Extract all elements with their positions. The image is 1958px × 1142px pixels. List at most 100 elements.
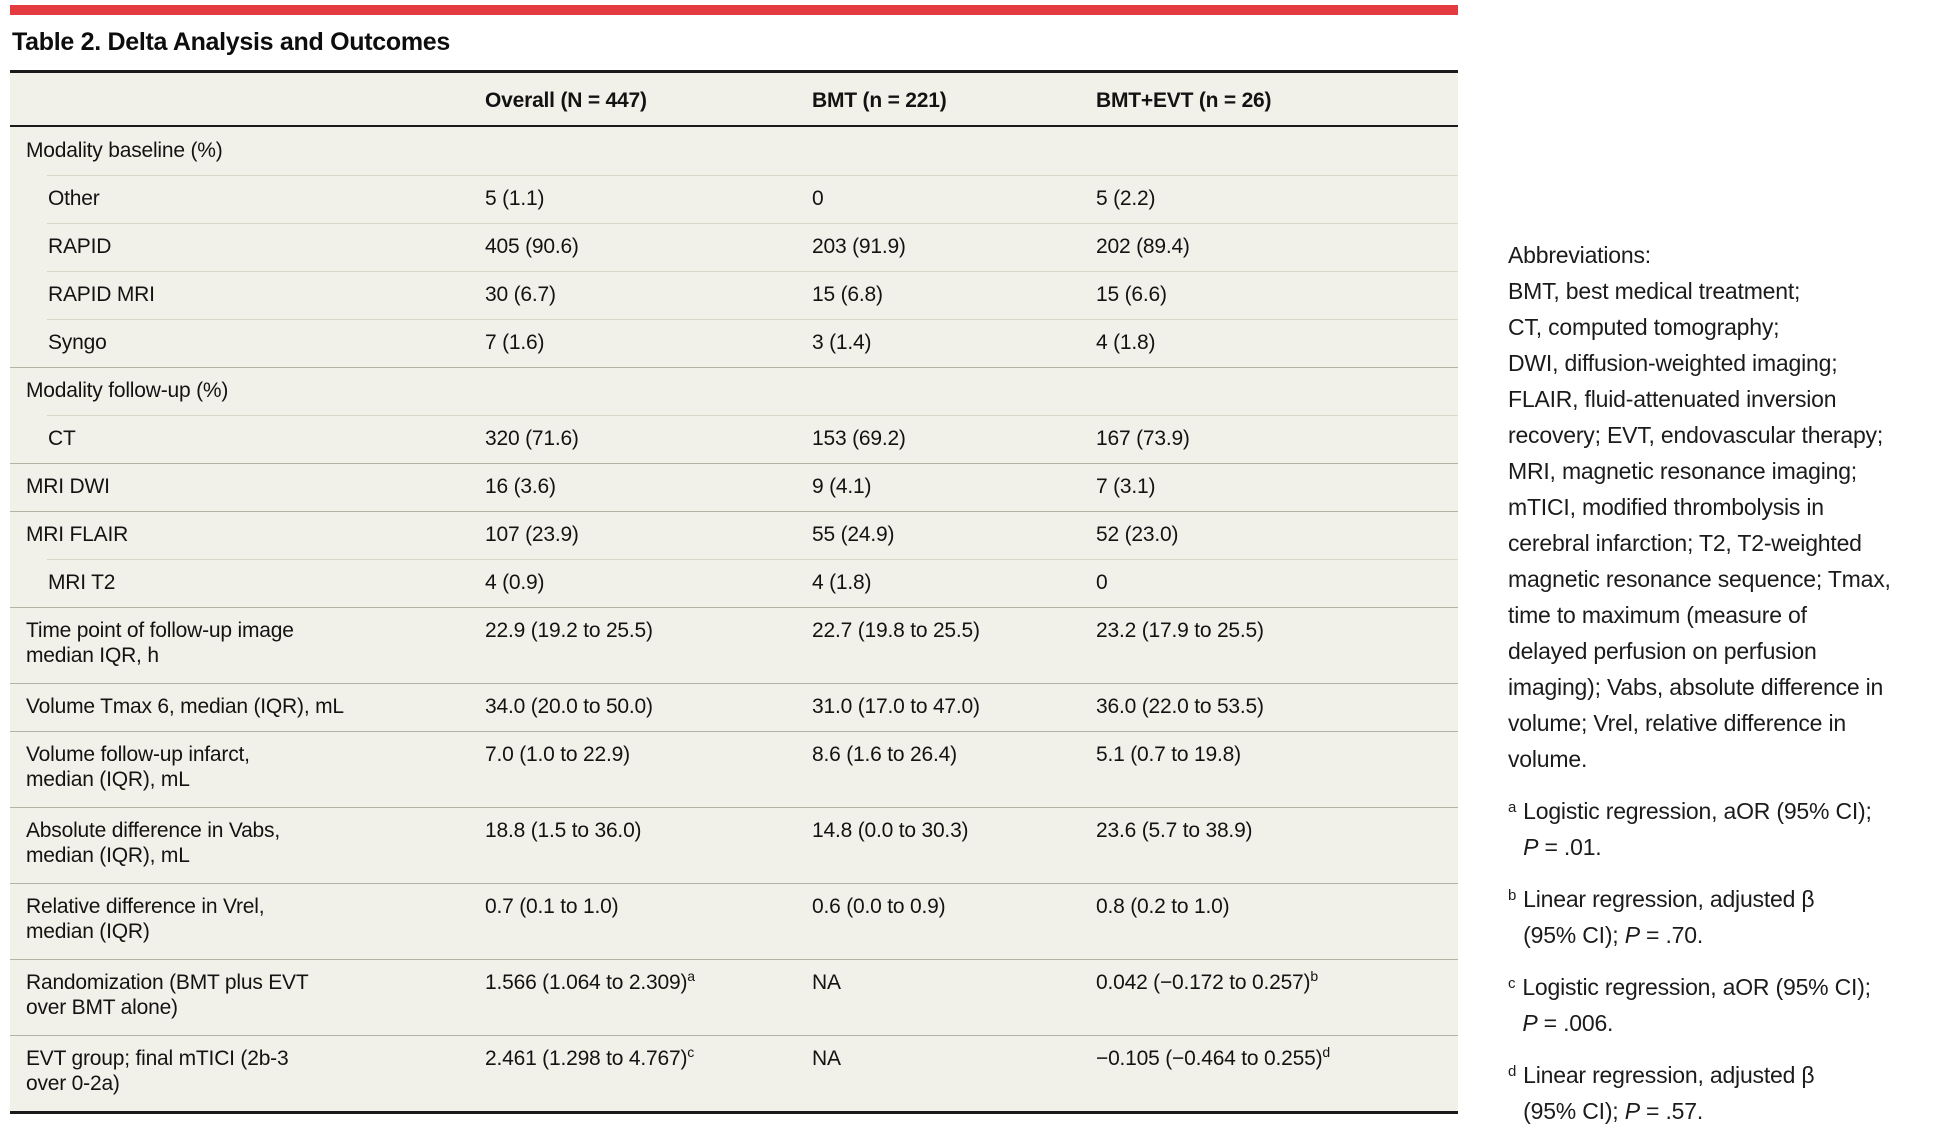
cell-value: 0.8 (0.2 to 1.0) (1096, 895, 1230, 918)
table-row: Time point of follow-up image median IQR… (10, 607, 1458, 683)
footnote-marker: d (1508, 1063, 1517, 1080)
cell-value: 4 (1.8) (812, 571, 872, 594)
cell-value: 7.0 (1.0 to 22.9) (485, 743, 630, 766)
row-label: Modality baseline (%) (26, 139, 223, 162)
table-row: MRI T2 4 (0.9) 4 (1.8) 0 (10, 559, 1458, 607)
cell-value: 405 (90.6) (485, 235, 579, 258)
row-separator (10, 607, 1458, 608)
cell-value: 14.8 (0.0 to 30.3) (812, 819, 969, 842)
cell-value: 7 (3.1) (1096, 475, 1156, 498)
footnote-text: Logistic regression, aOR (95% CI); P = .0… (1522, 974, 1871, 1036)
cell-value: 7 (1.6) (485, 331, 545, 354)
row-separator (47, 319, 1458, 320)
table-row: Other 5 (1.1) 0 5 (2.2) (10, 175, 1458, 223)
footnote-marker: b (1508, 887, 1517, 904)
footnote-marker: c (1508, 975, 1516, 992)
row-separator (47, 559, 1458, 560)
table-title: Table 2. Delta Analysis and Outcomes (12, 28, 450, 56)
cell-value (812, 378, 1096, 403)
cell-value: 15 (6.6) (1096, 283, 1167, 306)
cell-value (1096, 378, 1458, 403)
row-label: Randomization (BMT plus EVT over BMT alo… (26, 971, 309, 1019)
cell-value: NA (812, 1047, 841, 1070)
abbreviation-line: recovery; EVT, endovascular therapy; (1508, 422, 1884, 448)
abbreviation-line: magnetic resonance sequence; Tmax, (1508, 566, 1891, 592)
table-accent-bar (10, 5, 1458, 15)
footnote: b Linear regression, adjusted β (95% CI); … (1508, 881, 1958, 953)
cell-value: 1.566 (1.064 to 2.309)a (485, 968, 695, 994)
cell-value: 107 (23.9) (485, 523, 579, 546)
table-row: Absolute difference in Vabs, median (IQR… (10, 807, 1458, 883)
cell-value: 0.042 (−0.172 to 0.257)b (1096, 968, 1318, 994)
cell-value: 0 (1096, 571, 1108, 594)
cell-value: 9 (4.1) (812, 475, 872, 498)
abbreviation-line: volume. (1508, 746, 1588, 772)
cell-value: 203 (91.9) (812, 235, 906, 258)
abbreviations: Abbreviations: BMT, best medical treatmen… (1508, 237, 1958, 777)
abbreviation-line: mTICI, modified thrombolysis in (1508, 494, 1824, 520)
table-row: Relative difference in Vrel, median (IQR… (10, 883, 1458, 959)
abbreviation-line: BMT, best medical treatment; (1508, 278, 1801, 304)
row-separator (47, 415, 1458, 416)
cell-value: 30 (6.7) (485, 283, 556, 306)
row-label: CT (48, 427, 76, 450)
cell-value: 55 (24.9) (812, 523, 895, 546)
cell-value: 36.0 (22.0 to 53.5) (1096, 695, 1264, 718)
abbreviation-line: FLAIR, fluid-attenuated inversion (1508, 386, 1837, 412)
cell-value: 5 (1.1) (485, 187, 545, 210)
row-label: Other (48, 187, 100, 210)
cell-value: −0.105 (−0.464 to 0.255)d (1096, 1044, 1330, 1070)
cell-value: 23.2 (17.9 to 25.5) (1096, 619, 1264, 642)
row-separator (10, 883, 1458, 884)
footnote: d Linear regression, adjusted β (95% CI); … (1508, 1057, 1958, 1129)
row-label: Time point of follow-up image median IQR… (26, 619, 294, 667)
row-separator (10, 731, 1458, 732)
row-label: RAPID (48, 235, 112, 258)
cell-value: 167 (73.9) (1096, 427, 1190, 450)
abbreviation-line: DWI, diffusion-weighted imaging; (1508, 350, 1838, 376)
abbreviation-line: Abbreviations: (1508, 242, 1651, 268)
cell-value: NA (812, 971, 841, 994)
cell-value: 0.7 (0.1 to 1.0) (485, 895, 619, 918)
table-row: Syngo 7 (1.6) 3 (1.4) 4 (1.8) (10, 319, 1458, 367)
abbreviation-line: time to maximum (measure of (1508, 602, 1807, 628)
cell-value: 5 (2.2) (1096, 187, 1156, 210)
row-separator (10, 683, 1458, 684)
cell-value (485, 378, 812, 403)
footnote-marker: a (1508, 799, 1517, 816)
cell-value: 3 (1.4) (812, 331, 872, 354)
row-separator (10, 367, 1458, 368)
abbreviation-line: delayed perfusion on perfusion (1508, 638, 1817, 664)
cell-value: 8.6 (1.6 to 26.4) (812, 743, 957, 766)
row-label: MRI FLAIR (26, 523, 129, 546)
table-figure: Table 2. Delta Analysis and Outcomes Ove… (10, 5, 1458, 1114)
row-label: Syngo (48, 331, 107, 354)
row-label: MRI T2 (48, 571, 116, 594)
cell-value: 18.8 (1.5 to 36.0) (485, 819, 642, 842)
abbreviation-line: CT, computed tomography; (1508, 314, 1780, 340)
table-row: EVT group; final mTICI (2b-3 over 0-2a) 2… (10, 1035, 1458, 1111)
abbreviation-line: cerebral infarction; T2, T2-weighted (1508, 530, 1862, 556)
cell-value: 22.9 (19.2 to 25.5) (485, 619, 653, 642)
column-header-overall: Overall (N = 447) (485, 89, 647, 112)
table-row: CT 320 (71.6) 153 (69.2) 167 (73.9) (10, 415, 1458, 463)
data-table: Overall (N = 447) BMT (n = 221) BMT+EVT … (10, 70, 1458, 1114)
table-row: RAPID MRI 30 (6.7) 15 (6.8) 15 (6.6) (10, 271, 1458, 319)
cell-value: 16 (3.6) (485, 475, 556, 498)
table-row: MRI DWI 16 (3.6) 9 (4.1) 7 (3.1) (10, 463, 1458, 511)
column-header-empty (10, 89, 485, 113)
cell-value: 2.461 (1.298 to 4.767)c (485, 1044, 695, 1070)
cell-value (485, 138, 812, 163)
cell-value: 202 (89.4) (1096, 235, 1190, 258)
table-header-row: Overall (N = 447) BMT (n = 221) BMT+EVT … (10, 73, 1458, 127)
row-label: RAPID MRI (48, 283, 155, 306)
row-separator (10, 959, 1458, 960)
abbreviation-line: MRI, magnetic resonance imaging; (1508, 458, 1857, 484)
cell-value: 0 (812, 187, 824, 210)
abbreviation-line: imaging); Vabs, absolute difference in (1508, 674, 1884, 700)
row-label: Absolute difference in Vabs, median (IQR… (26, 819, 280, 867)
table-row: Modality baseline (%) (10, 127, 1458, 175)
row-label: MRI DWI (26, 475, 110, 498)
table-row: Volume Tmax 6, median (IQR), mL 34.0 (20.… (10, 683, 1458, 731)
